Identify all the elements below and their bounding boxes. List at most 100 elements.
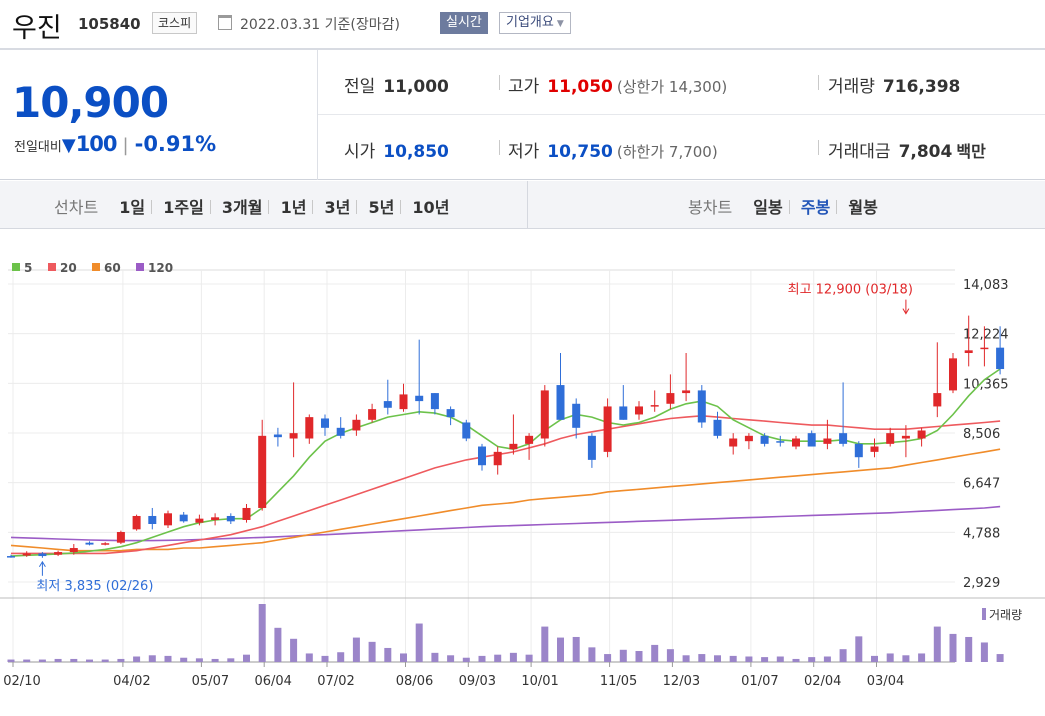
x-tick-label: 02/04 xyxy=(804,674,841,689)
volume-bar xyxy=(918,653,926,662)
candle-body xyxy=(556,385,565,420)
candle-body xyxy=(336,427,345,436)
candle-daily[interactable]: 일봉 xyxy=(753,198,783,217)
divider xyxy=(356,200,358,214)
volume-bar xyxy=(745,656,753,662)
period-3m[interactable]: 3개월 xyxy=(221,198,263,217)
lower-limit: (하한가 7,700) xyxy=(616,143,718,161)
volume-bar xyxy=(509,652,517,662)
candle-body xyxy=(839,433,848,444)
volume-bar xyxy=(886,653,894,662)
x-tick-label: 09/03 xyxy=(459,674,496,689)
x-tick-label: 11/05 xyxy=(600,674,637,689)
ma120-line xyxy=(10,505,1001,542)
candle-body xyxy=(69,548,78,553)
amount-label: 거래대금 xyxy=(828,142,891,162)
candle-body xyxy=(101,543,110,545)
chart-svg[interactable]: 02/10 04/02 05/07 06/04 07/02 08/06 09/03 10/01… xyxy=(0,232,1045,712)
x-tick-label: 05/07 xyxy=(192,674,229,689)
candle-body xyxy=(7,556,15,558)
candle-body xyxy=(792,438,800,447)
candle-body xyxy=(980,347,989,350)
high-price: 고가 11,050 (상한가 14,300) xyxy=(508,72,727,97)
x-tick-label: 12/03 xyxy=(663,674,700,689)
prev-close-value: 11,000 xyxy=(383,77,449,97)
period-3y[interactable]: 3년 xyxy=(324,198,351,217)
candle-body xyxy=(682,390,691,394)
volume-bar xyxy=(776,656,784,662)
legend-swatch xyxy=(92,263,100,271)
volume-bar xyxy=(604,654,612,662)
divider xyxy=(836,200,838,214)
line-chart-title: 선차트 xyxy=(54,198,99,217)
realtime-button[interactable]: 실시간 xyxy=(440,12,488,34)
change-label: 전일대비 xyxy=(14,140,62,155)
volume-bar xyxy=(588,647,596,662)
candle-body xyxy=(525,435,534,444)
volume-bar xyxy=(808,657,816,662)
volume-bar xyxy=(698,654,706,662)
legend-label-60: 60 xyxy=(104,261,121,275)
period-5y[interactable]: 5년 xyxy=(368,198,395,217)
candle-weekly[interactable]: 주봉 xyxy=(800,198,831,217)
high-annotation: 최고 12,900 (03/18) xyxy=(788,283,913,298)
candle-body xyxy=(383,401,392,408)
high-label: 고가 xyxy=(508,77,540,97)
volume-bar xyxy=(305,653,313,662)
divider xyxy=(527,181,528,228)
low-value: 10,750 xyxy=(547,142,613,162)
volume-bar xyxy=(525,654,533,662)
candle-body xyxy=(713,419,722,436)
period-1d[interactable]: 1일 xyxy=(119,198,146,217)
legend-label-120: 120 xyxy=(148,261,173,275)
volume-bar xyxy=(949,633,957,662)
x-tick-label: 10/01 xyxy=(521,674,558,689)
candle-body xyxy=(415,395,424,402)
open-price: 시가 10,850 xyxy=(344,137,449,162)
volume-bar xyxy=(258,604,266,662)
period-1w[interactable]: 1주일 xyxy=(163,198,204,217)
legend-swatch xyxy=(12,263,20,271)
volume-bar xyxy=(227,658,235,662)
stock-header: 우진 105840 코스피 2022.03.31 기준(장마감) 실시간 기업개… xyxy=(0,0,1045,48)
change-percent: -0.91% xyxy=(134,132,217,156)
period-10y[interactable]: 10년 xyxy=(412,198,450,217)
candle-body xyxy=(901,435,910,439)
volume-bar xyxy=(462,657,470,662)
volume-bar xyxy=(792,658,800,662)
volume-bar xyxy=(871,655,878,662)
volume-bar xyxy=(980,642,988,662)
low-annotation: 최저 3,835 (02/26) xyxy=(36,579,153,594)
candle-body xyxy=(603,406,612,452)
divider xyxy=(209,200,211,214)
candle-body xyxy=(917,430,926,439)
legend-label-20: 20 xyxy=(60,261,77,275)
period-1y[interactable]: 1년 xyxy=(280,198,307,217)
amount-unit: 백만 xyxy=(956,142,986,161)
candle-monthly[interactable]: 월봉 xyxy=(848,198,878,217)
volume-bar xyxy=(635,651,643,662)
open-label: 시가 xyxy=(344,142,376,162)
y-tick-label: 8,506 xyxy=(963,427,1000,442)
x-tick-label: 06/04 xyxy=(254,674,291,689)
volume-bar xyxy=(337,652,345,662)
volume-bar xyxy=(996,654,1004,662)
volume-bar xyxy=(541,626,549,662)
current-price: 10,900 xyxy=(12,78,169,127)
volume-bar xyxy=(274,627,282,662)
candle-body xyxy=(85,542,94,545)
stock-chart[interactable]: 02/10 04/02 05/07 06/04 07/02 08/06 09/03 10/01… xyxy=(0,232,1045,712)
company-overview-dropdown[interactable]: 기업개요 ▼ xyxy=(499,12,571,34)
volume-bar xyxy=(211,658,219,662)
volume-bar xyxy=(321,655,329,662)
current-price-box: 10,900 전일대비▼100 | -0.91% xyxy=(0,50,318,180)
quote-row-1: 전일 11,000 고가 11,050 (상한가 14,300) 거래량 716,398 xyxy=(318,50,1045,115)
candle-body xyxy=(760,435,769,444)
low-price: 저가 10,750 (하한가 7,700) xyxy=(508,137,718,162)
x-tick-label: 02/10 xyxy=(3,674,40,689)
candle-body xyxy=(587,435,596,460)
candle-body xyxy=(273,434,282,438)
volume-bar xyxy=(823,656,831,662)
volume-bar xyxy=(243,654,250,662)
candle-body xyxy=(666,393,675,404)
